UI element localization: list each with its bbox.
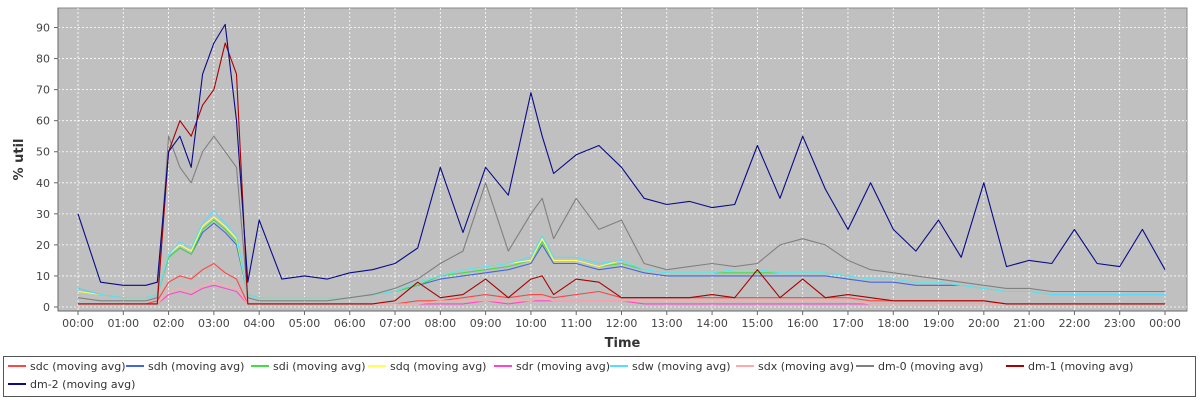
x-tick-label: 10:00 [515, 317, 547, 330]
legend-item: sdr (moving avg) [494, 360, 610, 373]
legend-label: sdc (moving avg) [30, 360, 126, 373]
chart-area: 0 10 20 30 40 50 60 70 80 90 00:00 01:00 02:00 03:00 0… [12, 7, 1188, 351]
x-tick-label: 20:00 [968, 317, 1000, 330]
x-tick-label: 02:00 [153, 317, 185, 330]
y-tick-label: 10 [36, 270, 50, 283]
y-tick-label: 80 [36, 53, 50, 66]
y-tick-label: 20 [36, 239, 50, 252]
x-tick-label: 22:00 [1059, 317, 1091, 330]
x-tick-label: 21:00 [1013, 317, 1045, 330]
y-tick-label: 40 [36, 177, 50, 190]
legend-swatch [736, 365, 754, 367]
legend-swatch [610, 365, 628, 367]
series-line-dm-2 [77, 23, 1166, 286]
series-line-sdw [77, 210, 1165, 299]
x-tick-label: 00:00 [62, 317, 94, 330]
legend-label: sdr (moving avg) [516, 360, 611, 373]
legend-item: sdi (moving avg) [251, 360, 366, 373]
x-tick-label: 16:00 [787, 317, 819, 330]
legend-label: sdi (moving avg) [273, 360, 366, 373]
legend-item: sdw (moving avg) [610, 360, 730, 373]
y-tick-label: 70 [36, 84, 50, 97]
legend-label: dm-1 (moving avg) [1028, 360, 1134, 373]
legend-item: dm-1 (moving avg) [1006, 360, 1133, 373]
x-tick-label: 14:00 [696, 317, 728, 330]
y-tick-label: 50 [36, 146, 50, 159]
legend-swatch [494, 365, 512, 367]
line-chart: 0 10 20 30 40 50 60 70 80 90 00:00 01:00 02:00 03:00 0… [12, 7, 1188, 351]
series-line-dm-1 [78, 42, 1165, 305]
x-tick-label: 15:00 [742, 317, 774, 330]
y-axis-title: % util [12, 139, 27, 181]
legend-swatch [251, 365, 269, 367]
legend-swatch [8, 383, 26, 385]
legend-item: sdh (moving avg) [126, 360, 244, 373]
legend-swatch [856, 365, 874, 367]
x-tick-label: 09:00 [470, 317, 502, 330]
legend-swatch [126, 365, 144, 367]
plot-background [57, 7, 1188, 312]
y-tick-label: 60 [36, 115, 50, 128]
x-tick-label: 07:00 [379, 317, 411, 330]
series-line-sdx [78, 281, 1165, 305]
x-tick-label: 03:00 [198, 317, 230, 330]
x-tick-label: 13:00 [651, 317, 683, 330]
legend-item: dm-0 (moving avg) [856, 360, 983, 373]
legend-item: sdx (moving avg) [736, 360, 854, 373]
x-tick-label: 12:00 [606, 317, 638, 330]
legend-label: dm-2 (moving avg) [30, 378, 136, 391]
series-line-dm-0 [77, 135, 1165, 302]
legend-item: sdc (moving avg) [8, 360, 126, 373]
legend-label: sdq (moving avg) [390, 360, 487, 373]
x-tick-label: 04:00 [243, 317, 275, 330]
y-tick-label: 0 [43, 301, 50, 314]
legend: sdc (moving avg) sdh (moving avg) sdi (mov… [3, 356, 1196, 397]
x-tick-label: 11:00 [560, 317, 592, 330]
legend-swatch [1006, 365, 1024, 367]
legend-swatch [368, 365, 386, 367]
legend-item: sdq (moving avg) [368, 360, 486, 373]
x-tick-label: 18:00 [877, 317, 909, 330]
x-tick-label: 06:00 [334, 317, 366, 330]
legend-label: dm-0 (moving avg) [878, 360, 984, 373]
x-tick-label: 23:00 [1104, 317, 1136, 330]
legend-swatch [8, 365, 26, 367]
x-tick-label: 08:00 [424, 317, 456, 330]
x-tick-label: 19:00 [923, 317, 955, 330]
x-tick-label: 17:00 [832, 317, 864, 330]
y-tick-label: 90 [36, 22, 50, 35]
legend-item: dm-2 (moving avg) [8, 378, 135, 391]
x-axis-title: Time [605, 336, 641, 351]
legend-label: sdh (moving avg) [148, 360, 245, 373]
legend-label: sdx (moving avg) [758, 360, 854, 373]
y-tick-label: 30 [36, 208, 50, 221]
x-tick-label: 05:00 [289, 317, 321, 330]
legend-label: sdw (moving avg) [632, 360, 731, 373]
x-tick-label: 00:00 [1149, 317, 1181, 330]
x-tick-label: 01:00 [107, 317, 139, 330]
